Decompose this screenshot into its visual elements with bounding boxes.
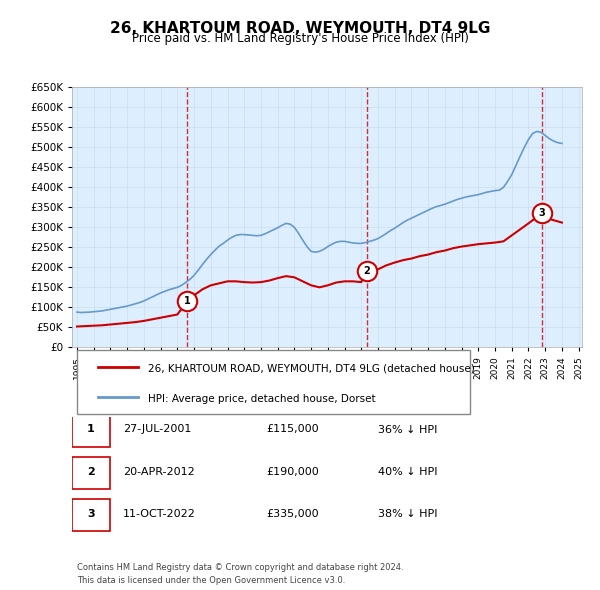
Text: 11-OCT-2022: 11-OCT-2022	[123, 509, 196, 519]
Text: 3: 3	[538, 208, 545, 218]
Text: 40% ↓ HPI: 40% ↓ HPI	[378, 467, 437, 477]
FancyBboxPatch shape	[72, 499, 110, 532]
Text: 3: 3	[87, 509, 95, 519]
FancyBboxPatch shape	[72, 415, 110, 447]
Text: Contains HM Land Registry data © Crown copyright and database right 2024.: Contains HM Land Registry data © Crown c…	[77, 563, 404, 572]
Text: This data is licensed under the Open Government Licence v3.0.: This data is licensed under the Open Gov…	[77, 576, 346, 585]
Text: Price paid vs. HM Land Registry's House Price Index (HPI): Price paid vs. HM Land Registry's House …	[131, 32, 469, 45]
Text: 2: 2	[87, 467, 95, 477]
FancyBboxPatch shape	[77, 350, 470, 414]
Text: HPI: Average price, detached house, Dorset: HPI: Average price, detached house, Dors…	[149, 394, 376, 404]
Text: 26, KHARTOUM ROAD, WEYMOUTH, DT4 9LG: 26, KHARTOUM ROAD, WEYMOUTH, DT4 9LG	[110, 21, 490, 35]
Text: 1: 1	[184, 296, 190, 306]
Text: £335,000: £335,000	[266, 509, 319, 519]
Text: 2: 2	[364, 266, 370, 276]
Text: 27-JUL-2001: 27-JUL-2001	[123, 424, 191, 434]
Text: 26, KHARTOUM ROAD, WEYMOUTH, DT4 9LG (detached house): 26, KHARTOUM ROAD, WEYMOUTH, DT4 9LG (de…	[149, 363, 475, 373]
Text: 38% ↓ HPI: 38% ↓ HPI	[378, 509, 437, 519]
Text: £115,000: £115,000	[266, 424, 319, 434]
Text: 20-APR-2012: 20-APR-2012	[123, 467, 195, 477]
Text: 1: 1	[87, 424, 95, 434]
Text: 36% ↓ HPI: 36% ↓ HPI	[378, 424, 437, 434]
Text: £190,000: £190,000	[266, 467, 319, 477]
FancyBboxPatch shape	[72, 457, 110, 489]
